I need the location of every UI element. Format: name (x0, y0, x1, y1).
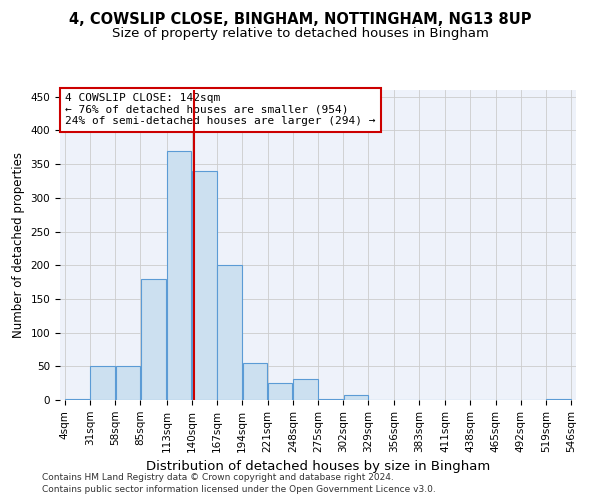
Bar (167, 150, 191, 400)
Bar (192, 171, 217, 400)
X-axis label: Distribution of detached houses by size in Bingham: Distribution of detached houses by size … (146, 460, 490, 473)
Bar (141, 278, 166, 400)
Text: Size of property relative to detached houses in Bingham: Size of property relative to detached ho… (112, 28, 488, 40)
Bar (65, 398, 89, 400)
Bar (293, 379, 317, 400)
Text: Contains HM Land Registry data © Crown copyright and database right 2024.: Contains HM Land Registry data © Crown c… (42, 472, 394, 482)
Bar (217, 265, 242, 400)
Text: Contains public sector information licensed under the Open Government Licence v3: Contains public sector information licen… (42, 485, 436, 494)
Text: 4, COWSLIP CLOSE, BINGHAM, NOTTINGHAM, NG13 8UP: 4, COWSLIP CLOSE, BINGHAM, NOTTINGHAM, N… (69, 12, 531, 28)
Bar (268, 383, 292, 400)
Bar (344, 396, 368, 400)
Bar (242, 363, 267, 400)
Text: 4 COWSLIP CLOSE: 142sqm
← 76% of detached houses are smaller (954)
24% of semi-d: 4 COWSLIP CLOSE: 142sqm ← 76% of detache… (65, 93, 376, 126)
Bar (319, 398, 343, 400)
Bar (90, 366, 115, 400)
Bar (547, 398, 571, 400)
Y-axis label: Number of detached properties: Number of detached properties (12, 152, 25, 338)
Bar (116, 366, 140, 400)
